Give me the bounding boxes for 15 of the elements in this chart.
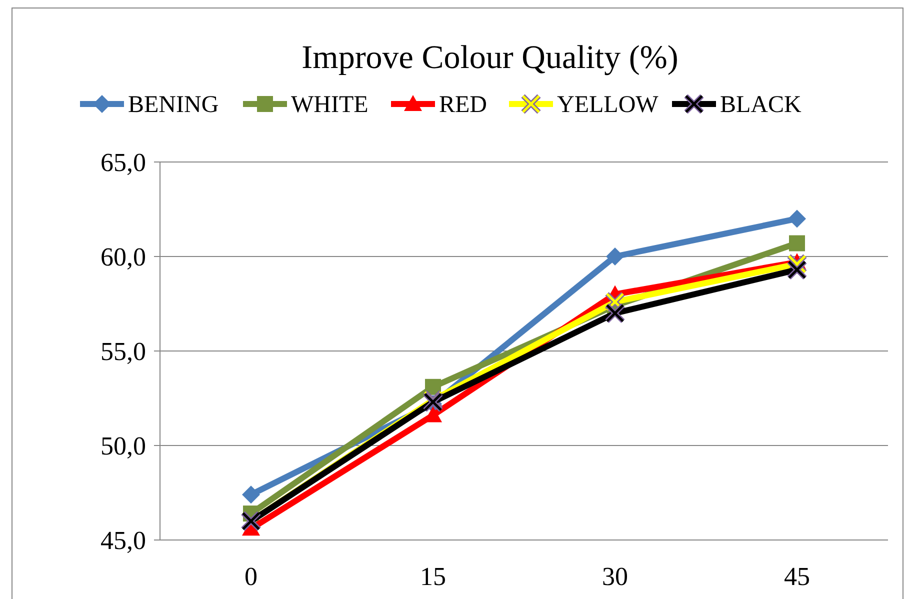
y-tick-label: 60,0: [100, 242, 146, 272]
legend-label: BLACK: [720, 92, 802, 118]
y-tick-label: 50,0: [100, 432, 146, 460]
legend-label: RED: [439, 92, 487, 118]
y-tick-label: 65,0: [100, 148, 146, 177]
x-tick-label: 45: [784, 562, 810, 591]
y-tick-label: 55,0: [100, 337, 146, 366]
chart-title: Improve Colour Quality (%): [302, 40, 678, 76]
x-tick-label: 0: [244, 562, 258, 591]
x-tick-label: 15: [420, 562, 446, 591]
legend-label: YELLOW: [557, 92, 659, 118]
x-tick-label: 30: [602, 562, 628, 591]
y-tick-label: 45,0: [100, 526, 146, 555]
legend-label: WHITE: [291, 92, 368, 118]
legend-label: BENING: [128, 92, 219, 118]
